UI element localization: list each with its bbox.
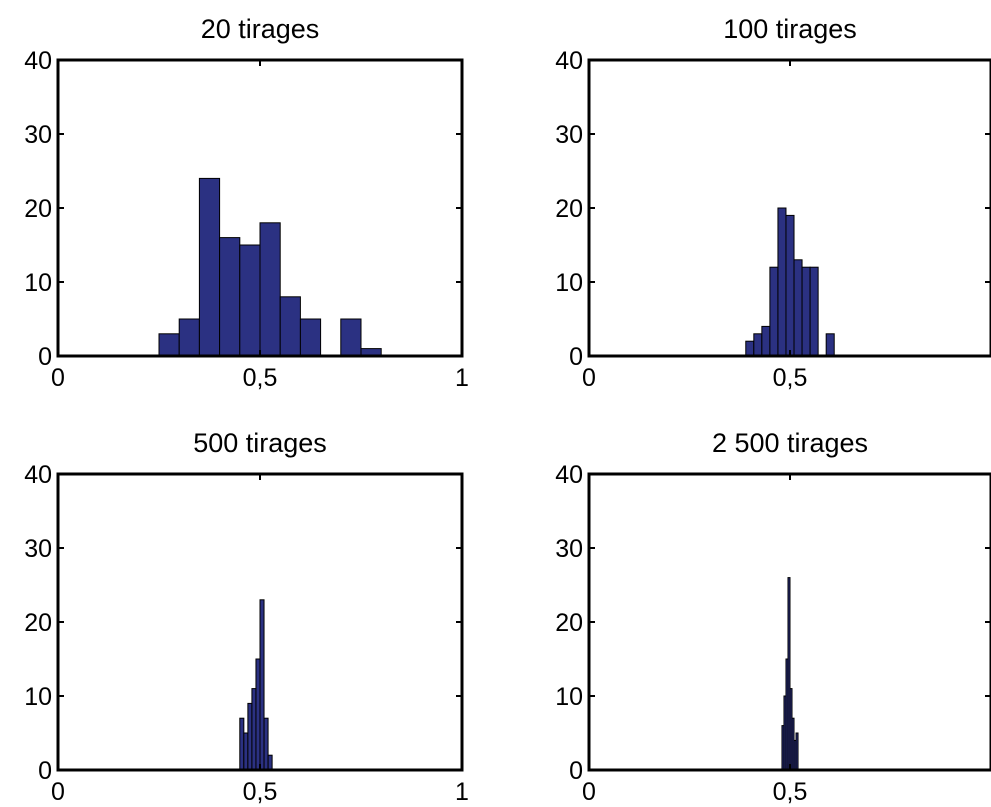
histogram-bar: [825, 333, 835, 357]
histogram-panel: 20 tirages 0 10 20 30 40 0 0,5 1: [24, 14, 469, 392]
x-tick-label: 0: [51, 364, 65, 392]
y-tick-label: 40: [24, 47, 52, 75]
histogram-bar: [239, 244, 261, 357]
plot-frame: [587, 472, 991, 772]
y-tick-label: 20: [555, 609, 583, 637]
histogram-bar: [809, 266, 819, 357]
histogram-bar: [251, 688, 257, 771]
histogram-bar: [795, 732, 799, 771]
y-tick-label: 10: [555, 269, 583, 297]
x-tick-label: 0: [51, 778, 65, 806]
histogram-bar: [243, 732, 249, 771]
histogram-bar: [255, 658, 261, 771]
y-tick-label: 30: [555, 535, 583, 563]
y-tick-label: 10: [24, 269, 52, 297]
x-tick-label: 0,5: [773, 778, 808, 806]
histogram-bar: [340, 318, 362, 357]
y-tick-label: 40: [24, 461, 52, 489]
histogram-bar: [219, 237, 241, 357]
histogram-bar: [761, 325, 771, 357]
x-tick-label: 0,5: [773, 364, 808, 392]
y-tick-label: 30: [24, 535, 52, 563]
histogram-bar: [801, 266, 811, 357]
histogram-bar: [793, 259, 803, 357]
panel-title: 100 tirages: [723, 14, 857, 44]
histogram-bar: [785, 214, 795, 357]
histogram-bar: [769, 266, 779, 357]
x-tick-label: 0,5: [243, 364, 278, 392]
plot-frame: [587, 58, 991, 358]
y-tick-label: 30: [555, 121, 583, 149]
histogram-bar: [777, 207, 787, 357]
plot-frame: [56, 472, 464, 772]
panel-title: 2 500 tirages: [712, 428, 868, 458]
y-tick-label: 10: [555, 683, 583, 711]
x-tick-label: 0: [582, 778, 596, 806]
histogram-bar: [279, 296, 301, 357]
y-tick-label: 10: [24, 683, 52, 711]
histogram-bar: [247, 702, 253, 771]
histogram-panel: 500 tirages 0 10 20 30 40 0 0,5 1: [24, 428, 469, 806]
y-tick-label: 40: [555, 461, 583, 489]
x-tick-label: 1: [455, 778, 469, 806]
histogram-bar: [745, 340, 755, 357]
histogram-bar: [263, 717, 269, 771]
histogram-bar: [178, 318, 200, 357]
histogram-bar: [753, 333, 763, 357]
x-tick-label: 1: [455, 364, 469, 392]
y-tick-label: 40: [555, 47, 583, 75]
y-tick-label: 0: [38, 343, 52, 371]
y-tick-label: 0: [569, 757, 583, 785]
x-tick-label: 0,5: [243, 778, 278, 806]
histogram-bar: [299, 318, 322, 357]
histogram-bar: [198, 177, 221, 357]
y-tick-label: 20: [24, 195, 52, 223]
panel-title: 20 tirages: [201, 14, 320, 44]
y-tick-label: 30: [24, 121, 52, 149]
y-tick-label: 20: [555, 195, 583, 223]
x-tick-label: 0: [582, 364, 596, 392]
histogram-bar: [158, 333, 180, 357]
y-tick-label: 20: [24, 609, 52, 637]
y-tick-label: 0: [569, 343, 583, 371]
histogram-bar: [259, 599, 265, 771]
histogram-bar: [259, 222, 281, 357]
y-tick-label: 0: [38, 757, 52, 785]
histogram-bar: [239, 717, 245, 771]
plot-frame: [56, 58, 464, 358]
panel-title: 500 tirages: [193, 428, 327, 458]
histogram-bar: [267, 754, 273, 771]
